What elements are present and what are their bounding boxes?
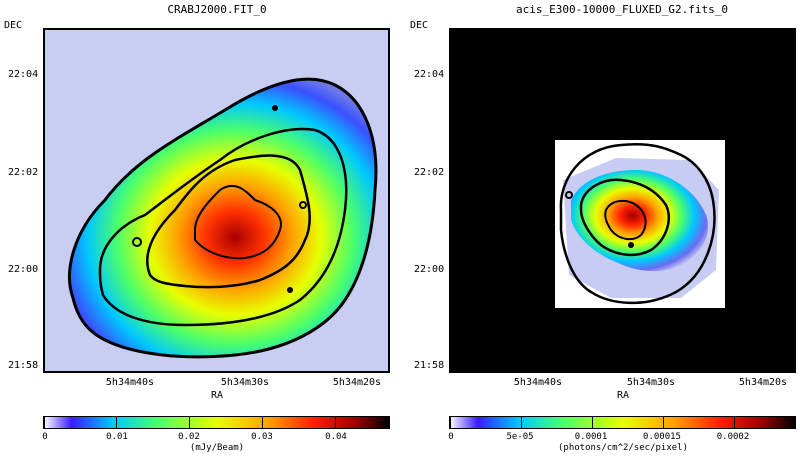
left-ra-tick: 5h34m30s [220,377,270,388]
left-ra-tick: 5h34m40s [105,377,155,388]
left-colorbar-unit: (mJy/Beam) [189,443,245,453]
left-dec-tick: 22:02 [8,167,39,178]
left-dec-tick: 22:00 [8,264,39,275]
right-colorbar-tick: 0.00015 [643,432,681,442]
right-ra-tick: 5h34m20s [738,377,788,388]
right-colorbar-unit: (photons/cm^2/sec/pixel) [557,443,689,453]
left-colorbar-tick: 0 [42,432,48,442]
left-ra-tick: 5h34m20s [332,377,382,388]
right-dec-tick: 21:58 [414,360,445,371]
right-colorbar-tick: 5e-05 [506,432,534,442]
right-image-viewport[interactable] [449,28,796,373]
left-colorbar-tick: 0.02 [178,432,200,442]
right-ra-axis-label: RA [616,390,630,401]
left-contour-middle [98,127,348,327]
right-dec-tick: 22:02 [414,167,445,178]
right-dec-tick: 22:04 [414,69,445,80]
left-colorbar [43,416,390,429]
left-image-title: CRABJ2000.FIT_0 [167,3,267,16]
right-colorbar [449,416,796,429]
left-nebula-emission [69,79,376,357]
right-contour-inner [604,199,647,241]
right-nebula-emission [571,170,709,272]
right-image-title: acis_E300-10000_FLUXED_G2.fits_0 [516,3,728,16]
left-colorbar-tick: 0.03 [251,432,273,442]
left-dec-axis-label: DEC [4,20,23,31]
right-dec-axis-label: DEC [410,20,429,31]
right-contour-middle [579,178,670,257]
right-contour-outer [559,143,716,305]
left-dec-tick: 22:04 [8,69,39,80]
left-colorbar-tick: 0.04 [325,432,347,442]
left-contour-inner [146,154,311,289]
right-colorbar-tick: 0 [448,432,454,442]
left-dec-tick: 21:58 [8,360,39,371]
right-ra-tick: 5h34m40s [513,377,563,388]
right-colorbar-tick: 0.0001 [574,432,608,442]
right-colorbar-tick: 0.0002 [716,432,750,442]
right-xray-image [451,30,794,371]
left-contour-core [194,184,282,260]
left-contour-outer [68,77,378,359]
right-dec-tick: 22:00 [414,264,445,275]
left-ra-axis-label: RA [210,390,224,401]
left-image-viewport[interactable] [43,28,390,373]
left-colorbar-tick: 0.01 [106,432,128,442]
left-radio-image [45,30,388,371]
right-ra-tick: 5h34m30s [626,377,676,388]
